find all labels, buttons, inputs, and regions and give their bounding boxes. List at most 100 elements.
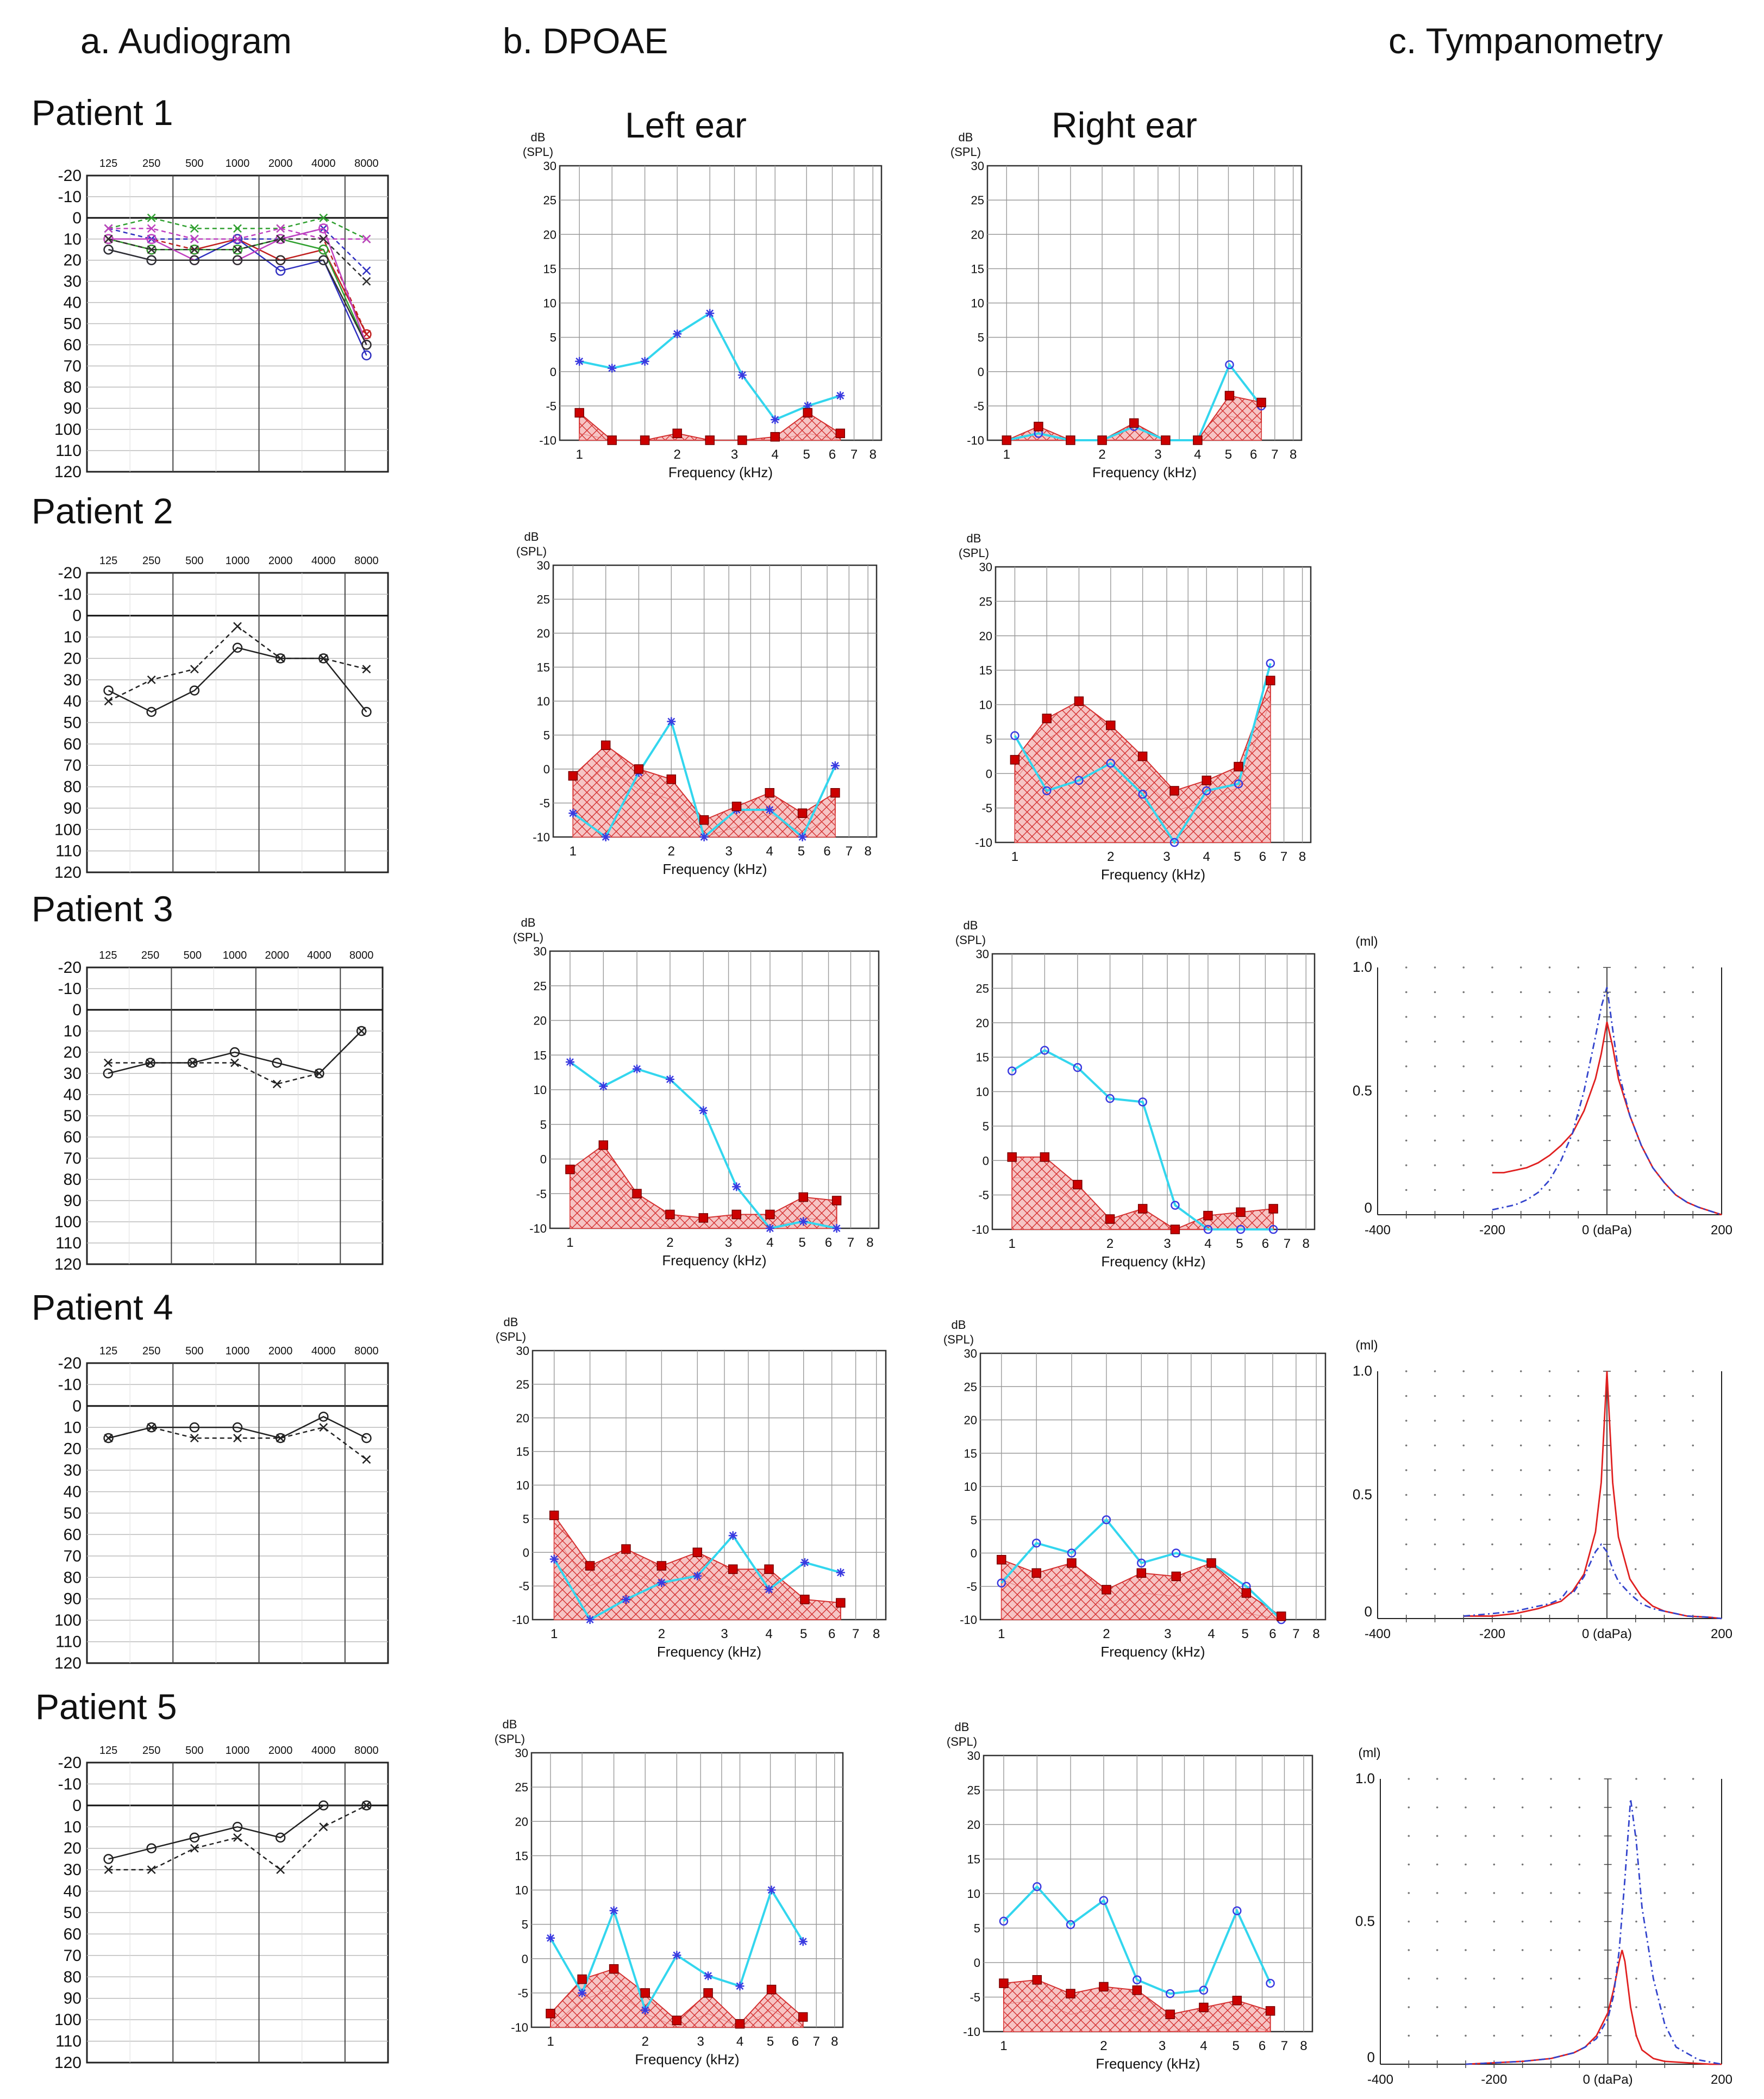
y-tick-label: 10: [516, 1479, 529, 1492]
y-tick-label: -20: [58, 564, 82, 582]
y-tick-label: 10: [64, 1818, 82, 1836]
grid-dot: [1692, 1949, 1694, 1951]
y-tick-label: 25: [976, 982, 989, 995]
grid-dot: [1493, 1806, 1496, 1809]
dp-response-line: [1003, 1885, 1272, 1995]
dp-response-point: [732, 1182, 741, 1191]
x-tick-label: 8: [866, 1235, 873, 1250]
y-tick-label: 25: [516, 1378, 529, 1391]
y-tick-label: 10: [515, 1884, 528, 1897]
x-tick-label: 200: [1711, 1627, 1732, 1641]
grid-dot: [1692, 1835, 1694, 1837]
y-tick-label: 15: [976, 1051, 989, 1064]
audiogram-point: [103, 685, 114, 696]
x-tick-label: -400: [1367, 2072, 1393, 2087]
y-tick-label: 15: [515, 1849, 528, 1863]
y-tick-label: 70: [64, 1547, 82, 1565]
tympanogram-curve: [1463, 1543, 1722, 1620]
y-tick-label: 90: [64, 1990, 82, 2008]
audiogram-point: [362, 266, 371, 276]
grid-dot: [1577, 1519, 1580, 1521]
noise-floor-inner: [1003, 2000, 1271, 2032]
audiogram-point: [318, 1800, 329, 1811]
audiogram-point: [356, 1026, 367, 1036]
audiogram-point: [362, 277, 371, 286]
x-tick-label: 8: [1312, 1627, 1319, 1641]
x-tick-label: 4: [736, 2034, 743, 2049]
audiogram-point: [104, 1434, 113, 1442]
x-tick-label: 8000: [354, 555, 379, 567]
dp-response-point: [641, 2006, 650, 2015]
grid-dot: [1548, 1189, 1551, 1191]
grid-dot: [1663, 1115, 1666, 1117]
grid-dot: [1408, 1835, 1410, 1837]
x-tick-label: 1000: [226, 1345, 250, 1357]
x-tick-label: 7: [1281, 2039, 1288, 2053]
noise-floor-point: [1256, 397, 1266, 408]
y-axis-label: dB: [503, 1717, 517, 1731]
y-tick-label: 20: [543, 228, 556, 241]
noise-floor-point: [728, 1564, 738, 1574]
y-tick-label: 10: [537, 695, 550, 708]
y-tick-label: 10: [534, 1083, 547, 1097]
y-tick-label: -10: [533, 830, 550, 844]
patient-label: Patient 2: [32, 491, 173, 531]
dp-response-point: [1203, 1225, 1213, 1234]
audiogram-point: [189, 1422, 200, 1433]
grid-dot: [1634, 1065, 1637, 1067]
audiogram-point: [230, 1058, 239, 1067]
y-tick-label: 0: [522, 1952, 528, 1966]
dp-response-point: [765, 1224, 774, 1233]
grid-dot: [1634, 991, 1637, 994]
grid-dot: [1491, 1568, 1493, 1570]
x-tick-label: 125: [99, 949, 117, 961]
y-tick-label: 60: [64, 735, 82, 753]
grid-dot: [1519, 1189, 1522, 1191]
grid-dot: [1692, 1164, 1694, 1166]
noise-floor-point: [600, 740, 611, 750]
y-tick-label: 100: [54, 421, 82, 439]
y-axis-label: (SPL): [495, 1732, 525, 1746]
y-tick-label: 1.0: [1355, 1770, 1375, 1786]
x-axis-label: Frequency (kHz): [1092, 464, 1197, 480]
x-tick-label: 8: [1303, 1236, 1310, 1251]
grid-dot: [1434, 1164, 1436, 1166]
audiogram-point: [233, 1434, 242, 1442]
x-tick-label: 6: [1269, 1627, 1276, 1641]
grid-dot: [1519, 1370, 1522, 1372]
y-tick-label: 5: [543, 729, 550, 742]
grid-dot: [1436, 1778, 1438, 1780]
grid-dot: [1692, 2034, 1694, 2037]
audiogram-point: [103, 1854, 114, 1864]
grid-dot: [1462, 1592, 1465, 1595]
grid-dot: [1548, 1592, 1551, 1595]
y-tick-label: 0.5: [1353, 1083, 1372, 1099]
y-tick-label: 10: [64, 230, 82, 248]
audiogram-point: [276, 654, 285, 663]
y-tick-label: 30: [964, 1347, 977, 1360]
grid-dot: [1465, 1863, 1467, 1866]
grid-dot: [1692, 1543, 1694, 1546]
grid-dot: [1462, 1444, 1465, 1447]
x-axis-label: Frequency (kHz): [1100, 1644, 1205, 1660]
grid-dot: [1519, 1592, 1522, 1595]
y-tick-label: 0: [72, 1397, 82, 1415]
grid-dot: [1436, 1806, 1438, 1809]
x-tick-label: 8000: [349, 949, 374, 961]
y-tick-label: 40: [64, 1086, 82, 1104]
x-tick-label: 3: [725, 1235, 732, 1250]
grid-dot: [1578, 1892, 1581, 1894]
grid-dot: [1550, 2034, 1552, 2037]
header-audiogram: a. Audiogram: [80, 21, 292, 61]
grid-dot: [1405, 966, 1408, 969]
grid-dot: [1405, 1040, 1408, 1043]
grid-dot: [1548, 1164, 1551, 1166]
grid-dot: [1519, 1469, 1522, 1471]
y-tick-label: 30: [967, 1749, 980, 1763]
x-tick-label: 5: [1236, 1236, 1243, 1251]
grid-dot: [1550, 1863, 1552, 1866]
x-axis-label: Frequency (kHz): [662, 1252, 766, 1269]
dp-response-point: [1165, 1989, 1175, 1998]
